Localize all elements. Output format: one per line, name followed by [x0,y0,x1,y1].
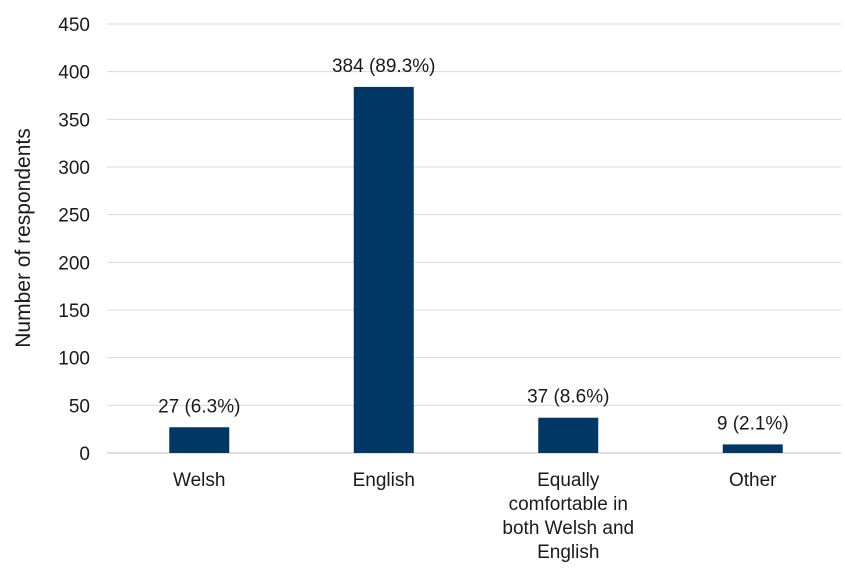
y-tick-label: 250 [58,206,90,227]
y-tick-label: 350 [58,110,90,131]
data-label: 384 (89.3%) [332,56,436,77]
x-category-label: Other [729,470,777,491]
y-tick-label: 100 [58,349,90,370]
x-axis-categories: Welsh English Equally comfortable in both We… [173,470,777,563]
data-label: 9 (2.1%) [717,413,789,434]
bar [722,444,783,453]
y-tick-label: 0 [79,444,90,465]
x-category-line: Other [729,470,777,491]
bar [169,427,230,453]
x-category-label: English [353,470,415,491]
y-tick-label: 300 [58,158,90,179]
y-tick-label: 450 [58,15,90,36]
x-category-line: comfortable in [509,494,628,515]
y-tick-label: 50 [69,396,90,417]
x-category-line: both Welsh and [502,518,634,539]
x-category-line: English [353,470,415,491]
gridlines [107,23,841,454]
data-label: 37 (8.6%) [527,387,609,408]
y-tick-label: 150 [58,301,90,322]
data-labels: 27 (6.3%) 384 (89.3%) 37 (8.6%) 9 (2.1%) [158,56,789,435]
y-tick-label: 400 [58,63,90,84]
x-category-line: English [537,542,599,563]
x-category-label: Welsh [173,470,225,491]
x-category-label: Equally comfortable in both Welsh and Engli… [502,470,634,563]
data-label: 27 (6.3%) [158,396,240,417]
bars [169,86,783,454]
y-axis-ticks: 0 50 100 150 200 250 300 350 400 450 [58,15,90,465]
y-tick-label: 200 [58,253,90,274]
y-axis-label: Number of respondents [12,128,35,347]
bar [538,417,599,453]
x-category-line: Equally [537,470,600,491]
bar [353,86,414,454]
x-category-line: Welsh [173,470,225,491]
